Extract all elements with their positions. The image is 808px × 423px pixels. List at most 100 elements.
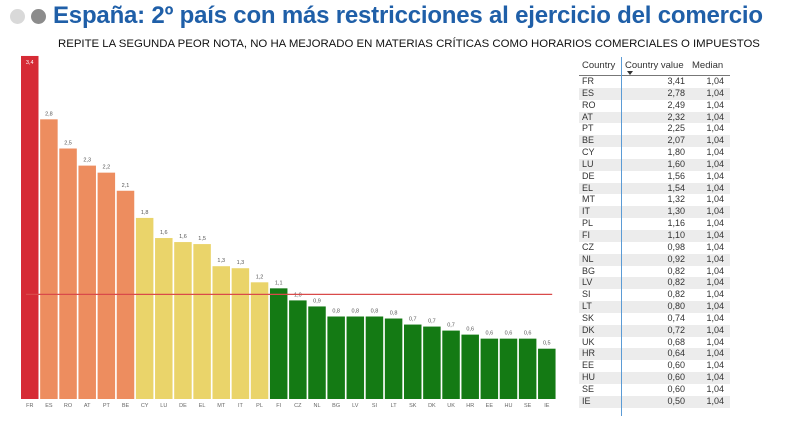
table-row[interactable]: EL 1,54 1,04 — [579, 182, 730, 195]
data-label: 0,7 — [447, 323, 455, 329]
table-row[interactable]: EE 0,60 1,04 — [579, 360, 730, 372]
bar-es[interactable] — [40, 119, 58, 399]
cell-country: AT — [582, 111, 593, 122]
data-label: 0,9 — [313, 298, 321, 304]
cell-country: FR — [582, 76, 594, 86]
table-row[interactable]: RO 2,49 1,04 — [579, 100, 730, 112]
cell-median: 1,04 — [706, 111, 724, 122]
cell-country: NL — [582, 253, 594, 264]
cell-country: HR — [582, 348, 595, 359]
bar-nl[interactable] — [308, 306, 326, 399]
sort-desc-icon[interactable] — [627, 71, 633, 75]
bar-ie[interactable] — [538, 348, 556, 399]
table-row[interactable]: FI 1,10 1,04 — [579, 229, 730, 242]
tick-label: NL — [313, 403, 320, 409]
table-row[interactable]: PL 1,16 1,04 — [579, 218, 730, 230]
table-row[interactable]: HR 0,64 1,04 — [579, 348, 730, 361]
cell-country: CZ — [582, 241, 594, 252]
cell-country-value: 0,64 — [667, 348, 685, 359]
table-row[interactable]: LU 1,60 1,04 — [579, 158, 730, 171]
cell-country: DE — [582, 170, 595, 181]
bar-hr[interactable] — [461, 334, 479, 399]
bar-dk[interactable] — [423, 326, 441, 399]
header-country-value[interactable]: Country value — [625, 60, 684, 71]
table-row[interactable]: HU 0,60 1,04 — [579, 372, 730, 384]
cell-median: 1,04 — [706, 206, 724, 217]
cell-median: 1,04 — [706, 265, 724, 276]
bar-lv[interactable] — [346, 316, 365, 399]
data-label: 2,5 — [64, 141, 72, 147]
cell-median: 1,04 — [706, 383, 724, 394]
table-row[interactable]: SE 0,60 1,04 — [579, 384, 730, 396]
bar-mt[interactable] — [212, 266, 231, 399]
cell-country-value: 1,16 — [667, 218, 685, 229]
data-label: 1,2 — [256, 274, 264, 280]
table-row[interactable]: LT 0,80 1,04 — [579, 301, 730, 313]
bar-cy[interactable] — [135, 217, 154, 399]
table-row[interactable]: LV 0,82 1,04 — [579, 277, 730, 290]
cell-country: IE — [582, 395, 591, 406]
bar-sk[interactable] — [404, 324, 422, 399]
header-country[interactable]: Country — [582, 60, 616, 71]
table-row[interactable]: SK 0,74 1,04 — [579, 313, 730, 325]
table-header: Country Country value Median — [579, 57, 730, 76]
table-row[interactable]: UK 0,68 1,04 — [579, 337, 730, 349]
bar-pt[interactable] — [97, 172, 116, 399]
bar-de[interactable] — [174, 242, 192, 399]
header-median[interactable]: Median — [692, 60, 724, 71]
table-row[interactable]: DK 0,72 1,04 — [579, 324, 730, 337]
bar-cz[interactable] — [289, 300, 307, 399]
tick-label: RO — [64, 403, 73, 409]
table-row[interactable]: PT 2,25 1,04 — [579, 123, 730, 135]
table-row[interactable]: ES 2,78 1,04 — [579, 87, 730, 100]
cell-median: 1,04 — [706, 194, 724, 205]
bar-pl[interactable] — [250, 282, 269, 399]
cell-country: SK — [582, 312, 595, 323]
cell-median: 1,04 — [706, 253, 724, 264]
bar-bg[interactable] — [327, 316, 345, 399]
bar-fr[interactable] — [21, 55, 39, 399]
table-row[interactable]: NL 0,92 1,04 — [579, 253, 730, 266]
cell-country: FI — [582, 229, 590, 240]
cell-country-value: 2,25 — [667, 123, 685, 134]
table-row[interactable]: DE 1,56 1,04 — [579, 171, 730, 183]
table-row[interactable]: BG 0,82 1,04 — [579, 266, 730, 278]
bar-ro[interactable] — [59, 148, 77, 399]
cell-country: LV — [582, 277, 593, 288]
tick-label: BE — [122, 403, 130, 409]
cell-country-value: 0,74 — [667, 312, 685, 323]
tick-label: CY — [141, 403, 149, 409]
data-label: 0,5 — [543, 341, 551, 347]
bar-ee[interactable] — [480, 338, 499, 399]
table-row[interactable]: CY 1,80 1,04 — [579, 147, 730, 159]
bar-at[interactable] — [78, 165, 96, 399]
cell-median: 1,04 — [706, 76, 724, 86]
table-row[interactable]: AT 2,32 1,04 — [579, 111, 730, 124]
cell-country-value: 2,07 — [667, 135, 685, 146]
cell-country-value: 1,56 — [667, 170, 685, 181]
cell-country: BE — [582, 135, 595, 146]
bar-chart: 3,4 FR 2,8 ES 2,5 RO 2,3 AT 2,2 PT 2,1 BE 1,8 CY 1,6 LU… — [21, 55, 556, 409]
table-row[interactable]: FR 3,41 1,04 — [579, 76, 730, 88]
bar-uk[interactable] — [442, 330, 460, 399]
bar-se[interactable] — [518, 338, 537, 399]
cell-country: RO — [582, 99, 596, 110]
table-row[interactable]: BE 2,07 1,04 — [579, 135, 730, 148]
bar-fi[interactable] — [269, 288, 288, 399]
cell-country: MT — [582, 194, 595, 205]
table-row[interactable]: IE 0,50 1,04 — [579, 395, 730, 408]
table-row[interactable]: MT 1,32 1,04 — [579, 194, 730, 206]
table-row[interactable]: CZ 0,98 1,04 — [579, 242, 730, 254]
tick-label: SK — [409, 403, 417, 409]
bar-lt[interactable] — [384, 318, 403, 399]
bar-hu[interactable] — [499, 338, 518, 399]
tick-label: IT — [238, 403, 244, 409]
tick-label: LV — [352, 403, 359, 409]
cell-country-value: 0,60 — [667, 372, 685, 383]
bar-it[interactable] — [231, 268, 250, 399]
bar-lu[interactable] — [155, 238, 173, 399]
table-row[interactable]: SI 0,82 1,04 — [579, 289, 730, 301]
bar-si[interactable] — [365, 316, 384, 399]
table-row[interactable]: IT 1,30 1,04 — [579, 206, 730, 219]
bar-el[interactable] — [193, 244, 211, 399]
